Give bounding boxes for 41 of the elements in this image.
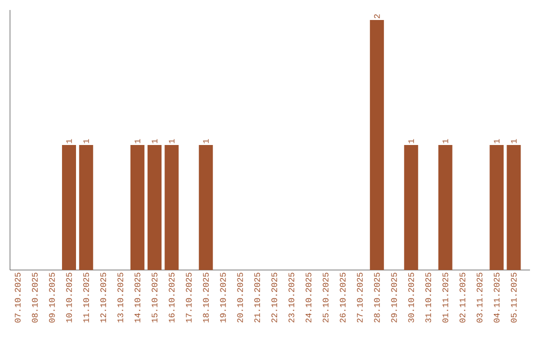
- x-tick-label: 11.10.2025: [83, 272, 89, 322]
- data-label: 1: [66, 139, 72, 144]
- x-tick-label: 30.10.2025: [408, 272, 414, 322]
- x-tick-label: 27.10.2025: [356, 272, 363, 322]
- data-label: 1: [510, 139, 517, 144]
- data-label: 1: [134, 139, 140, 144]
- data-label: 2: [374, 14, 380, 18]
- x-tick-label: 16.10.2025: [168, 272, 175, 322]
- x-tick-label: 18.10.2025: [202, 272, 209, 322]
- data-label: 1: [408, 139, 414, 144]
- x-tick-label: 28.10.2025: [374, 272, 380, 322]
- x-tick-label: 17.10.2025: [186, 272, 192, 322]
- x-tick-label: 19.10.2025: [220, 272, 226, 322]
- x-tick-label: 14.10.2025: [134, 272, 140, 322]
- x-tick-label: 12.10.2025: [100, 272, 106, 322]
- x-tick-label: 22.10.2025: [271, 272, 278, 322]
- x-tick-label: 05.11.2025: [510, 272, 517, 322]
- data-label: 1: [203, 139, 209, 144]
- x-tick-label: 15.10.2025: [152, 272, 158, 322]
- x-tick-label: 08.10.2025: [32, 272, 38, 322]
- x-tick-label: 07.10.2025: [14, 272, 21, 322]
- x-tick-label: 01.11.2025: [442, 272, 448, 322]
- x-tick-label: 31.10.2025: [425, 272, 432, 322]
- data-label: 1: [168, 139, 174, 144]
- x-tick-label: 21.10.2025: [254, 272, 260, 322]
- x-tick-label: 03.11.2025: [476, 272, 482, 322]
- x-tick-label: 13.10.2025: [117, 272, 124, 322]
- x-tick-label: 25.10.2025: [322, 272, 328, 322]
- x-tick-label: 02.11.2025: [460, 272, 466, 322]
- data-label: 1: [442, 139, 448, 144]
- x-tick-label: 23.10.2025: [288, 272, 294, 322]
- x-tick-label: 26.10.2025: [340, 272, 346, 322]
- x-tick-label: 09.10.2025: [49, 272, 55, 322]
- x-tick-label: 29.10.2025: [391, 272, 397, 322]
- data-label: 1: [152, 139, 158, 144]
- x-tick-label: 24.10.2025: [306, 272, 312, 322]
- x-tick-label: 10.10.2025: [66, 272, 72, 322]
- data-label: 1: [83, 139, 89, 144]
- data-label: 1: [494, 139, 500, 144]
- x-tick-label: 20.10.2025: [237, 272, 243, 322]
- x-tick-label: 04.11.2025: [494, 272, 500, 322]
